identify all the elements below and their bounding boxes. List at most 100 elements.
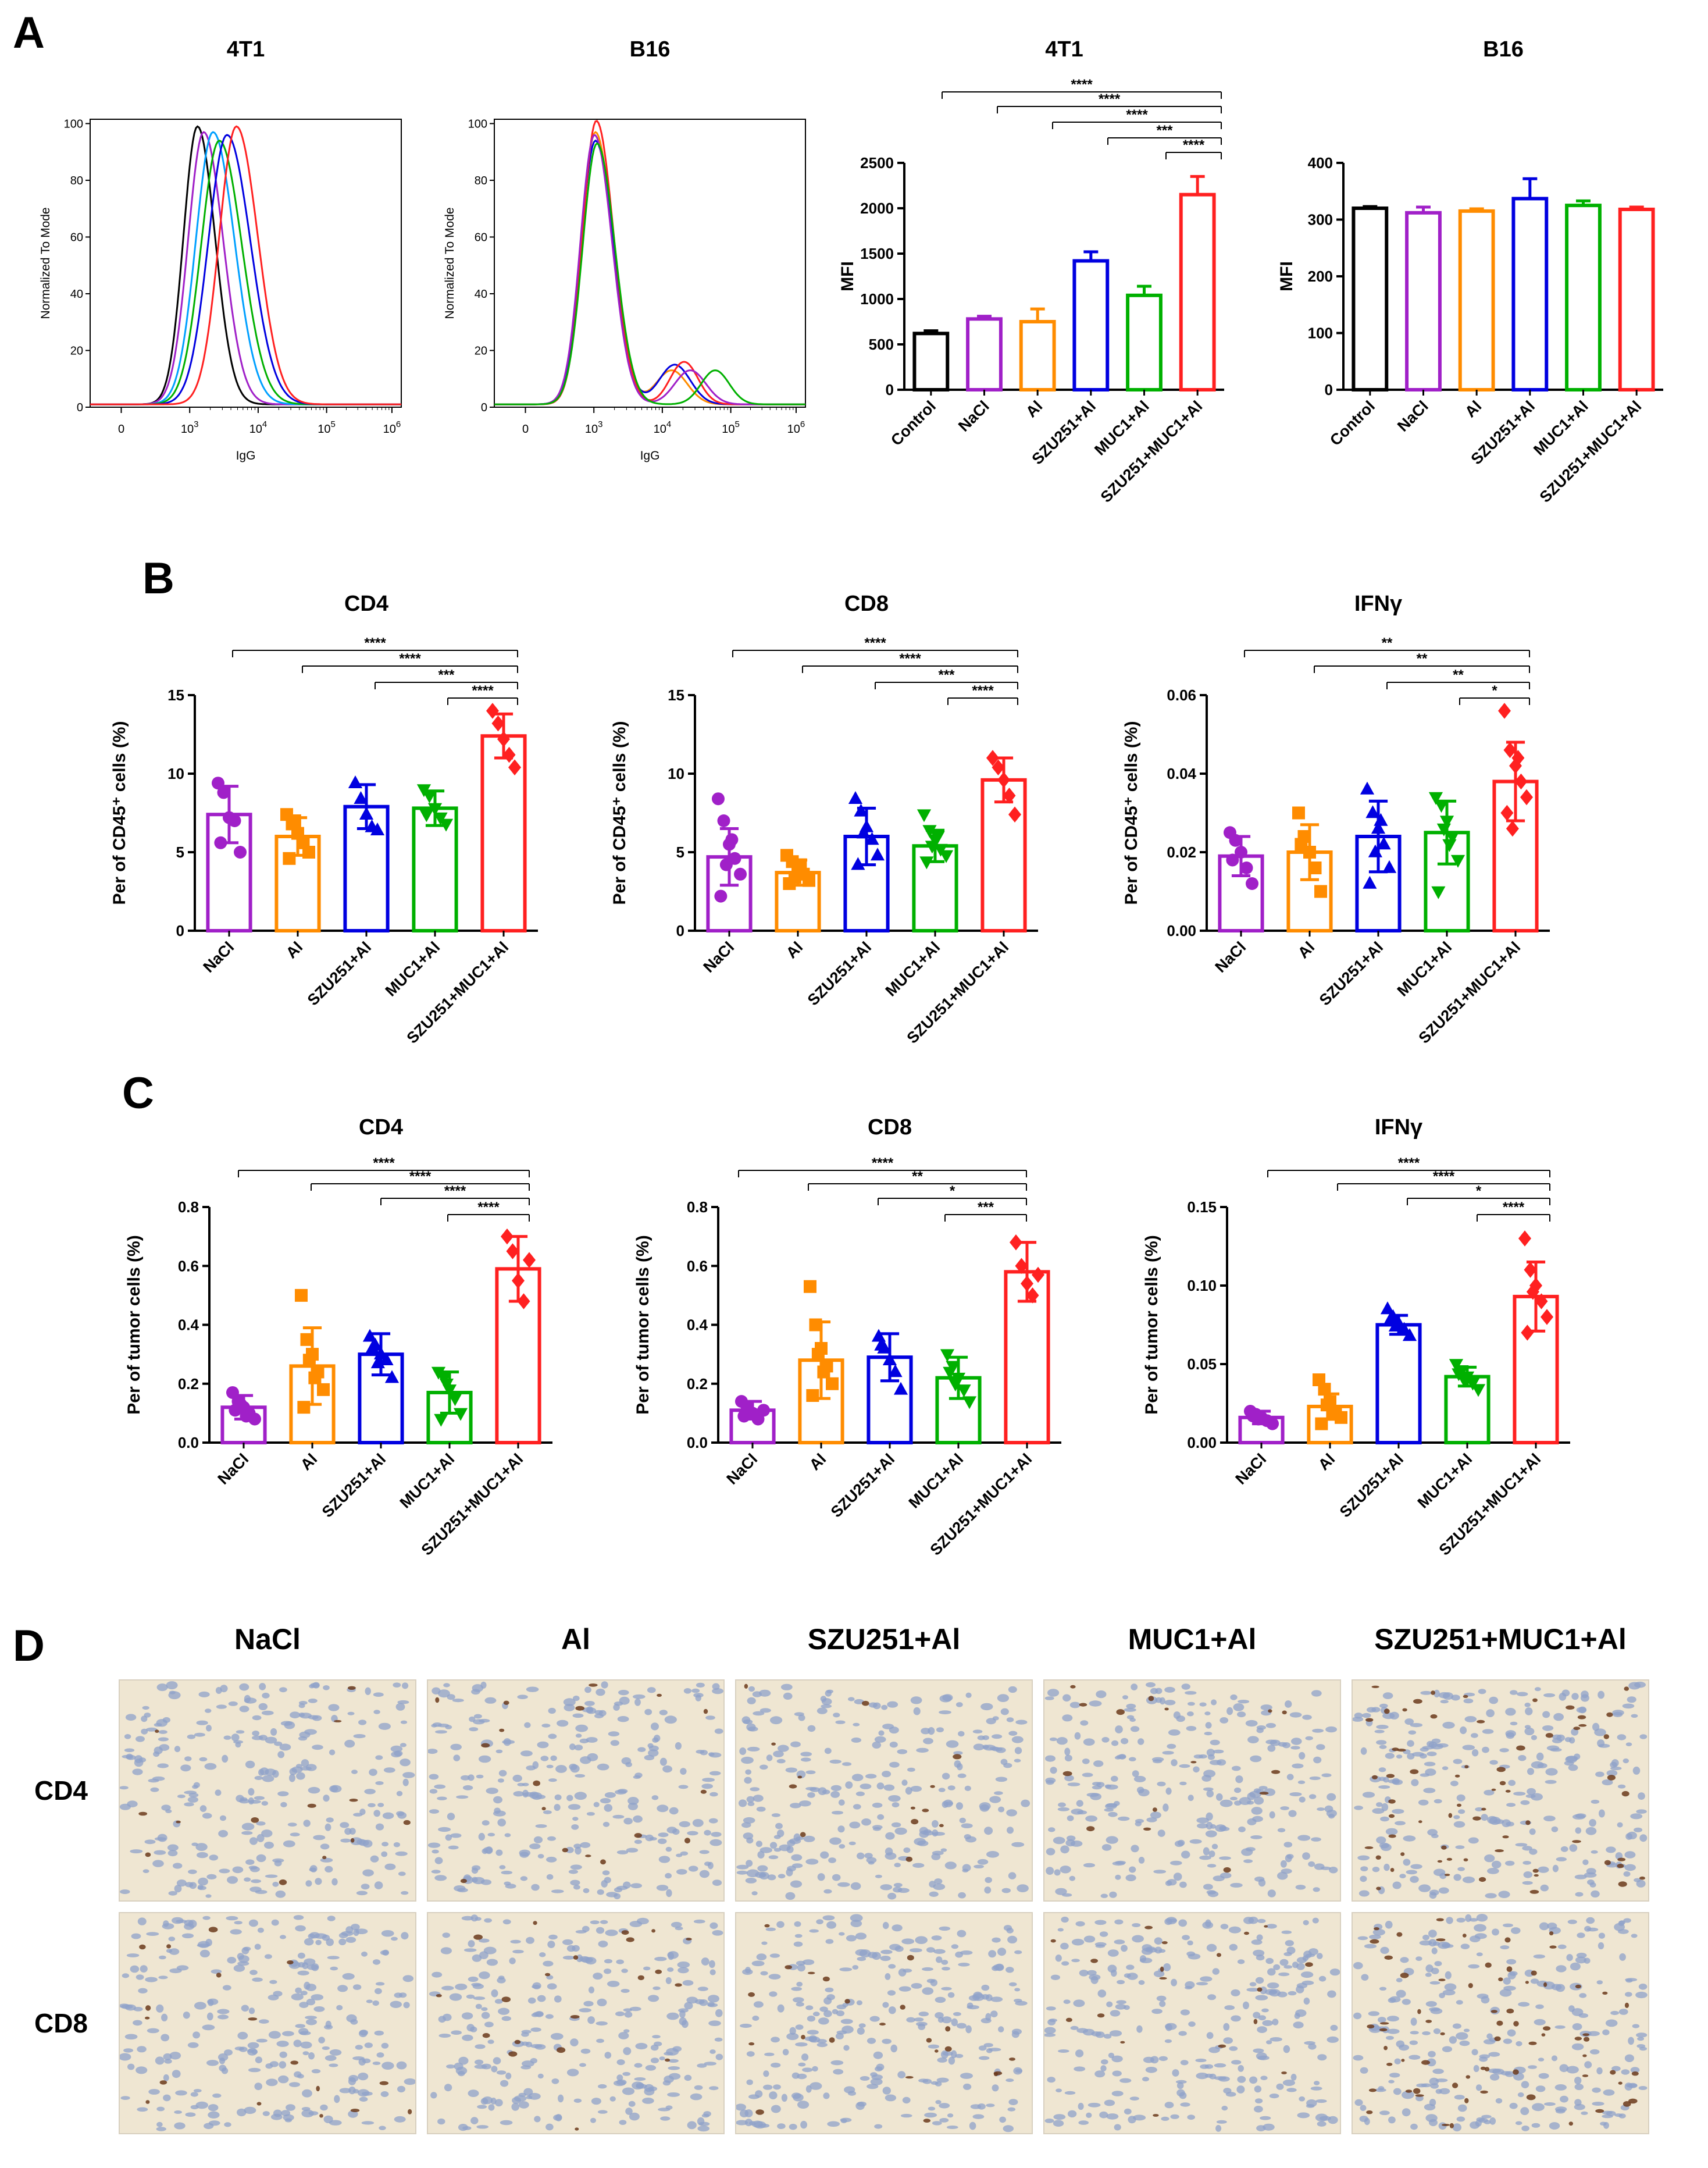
- nucleus: [1233, 1703, 1245, 1711]
- nucleus: [351, 1770, 358, 1774]
- nucleus: [668, 2066, 680, 2070]
- nucleus: [1281, 1930, 1292, 1934]
- nucleus: [1286, 2088, 1297, 2092]
- nucleus: [145, 1977, 158, 1982]
- nucleus: [1253, 1788, 1261, 1793]
- nucleus: [686, 1996, 698, 2004]
- nucleus: [1057, 1928, 1064, 1932]
- nucleus: [759, 1847, 773, 1853]
- nucleus: [782, 2049, 789, 2056]
- nucleus: [1283, 1842, 1293, 1848]
- nucleus: [1155, 1697, 1163, 1703]
- nucleus: [666, 2012, 679, 2020]
- nucleus: [1385, 1921, 1393, 1929]
- data-point: [888, 1364, 903, 1377]
- ihc-image: [735, 1679, 1033, 1902]
- nucleus: [838, 1799, 845, 1806]
- x-axis-label: IgG: [640, 449, 660, 462]
- nucleus: [268, 2031, 281, 2039]
- nucleus: [248, 2007, 255, 2014]
- nucleus: [1539, 1922, 1549, 1931]
- nucleus: [1082, 1772, 1093, 1777]
- nucleus: [665, 1977, 672, 1984]
- stained-cell: [1494, 2036, 1501, 2041]
- nucleus: [251, 1879, 262, 1884]
- nucleus: [262, 1775, 274, 1782]
- nucleus: [566, 2069, 579, 2077]
- nucleus: [1571, 1728, 1579, 1736]
- stained-cell: [1504, 1937, 1511, 1943]
- nucleus: [234, 1921, 243, 1925]
- nucleus: [1122, 1695, 1128, 1700]
- nucleus: [1154, 1946, 1163, 1954]
- nucleus: [1286, 1774, 1294, 1781]
- chart-title: 4T1: [1045, 37, 1083, 62]
- nucleus: [622, 2087, 635, 2095]
- nucleus: [665, 1872, 672, 1879]
- nucleus: [1321, 1773, 1332, 1778]
- nucleus: [1442, 1766, 1449, 1770]
- data-point: [302, 1354, 316, 1367]
- nucleus: [1201, 1775, 1212, 1782]
- nucleus: [1505, 1860, 1515, 1866]
- y-tick-label: 15: [167, 686, 184, 704]
- nucleus: [1255, 2098, 1263, 2104]
- data-point: [1439, 816, 1454, 829]
- x-tick-exponent: 6: [396, 419, 401, 429]
- data-point: [737, 1409, 751, 1423]
- nucleus: [471, 1867, 479, 1874]
- nucleus: [1612, 1710, 1624, 1716]
- nucleus: [164, 2059, 172, 2064]
- nucleus: [778, 1745, 789, 1752]
- data-point: [1524, 1262, 1537, 1278]
- nucleus: [199, 1757, 208, 1761]
- nucleus: [497, 1778, 504, 1783]
- nucleus: [634, 2063, 643, 2068]
- nucleus: [159, 1744, 170, 1751]
- nucleus: [262, 1692, 270, 1699]
- nucleus: [1378, 1785, 1390, 1789]
- nucleus: [1517, 2092, 1524, 2098]
- nucleus: [1584, 2061, 1592, 2069]
- nucleus: [254, 1796, 265, 1800]
- nucleus: [293, 1915, 304, 1920]
- nucleus: [142, 1869, 149, 1873]
- nucleus: [1476, 1952, 1483, 1956]
- nucleus: [258, 1703, 268, 1710]
- nucleus: [780, 1683, 793, 1690]
- data-point: [1292, 806, 1305, 820]
- data-point: [788, 871, 801, 884]
- nucleus: [842, 1762, 852, 1766]
- stained-cell: [1438, 1978, 1446, 1981]
- nucleus: [580, 2048, 591, 2054]
- nucleus: [1474, 1924, 1486, 1932]
- nucleus: [897, 2071, 906, 2078]
- nucleus: [1636, 2044, 1646, 2048]
- nucleus: [1330, 2024, 1338, 2031]
- nucleus: [823, 2010, 832, 2017]
- nucleus: [1111, 1740, 1119, 1746]
- nucleus: [224, 2049, 233, 2056]
- nucleus: [882, 1921, 889, 1930]
- bar: [358, 1352, 404, 1444]
- nucleus: [437, 2118, 445, 2125]
- nucleus: [481, 2007, 488, 2012]
- nucleus: [1525, 1707, 1533, 1715]
- nucleus: [755, 2090, 763, 2098]
- nucleus: [441, 1985, 454, 1991]
- nucleus: [1545, 1779, 1557, 1784]
- nucleus: [1060, 1845, 1069, 1854]
- nucleus: [759, 1764, 768, 1770]
- nucleus: [365, 1687, 371, 1695]
- nucleus: [883, 1784, 895, 1791]
- nucleus: [1232, 1765, 1241, 1771]
- nucleus: [1484, 1854, 1495, 1863]
- nucleus: [1552, 1734, 1562, 1740]
- data-point: [228, 814, 241, 827]
- nucleus: [1250, 1835, 1263, 1839]
- nucleus: [185, 2112, 196, 2117]
- nucleus: [1545, 1768, 1558, 1776]
- nucleus: [794, 1934, 803, 1938]
- nucleus: [781, 2094, 787, 2102]
- nucleus: [296, 1772, 305, 1780]
